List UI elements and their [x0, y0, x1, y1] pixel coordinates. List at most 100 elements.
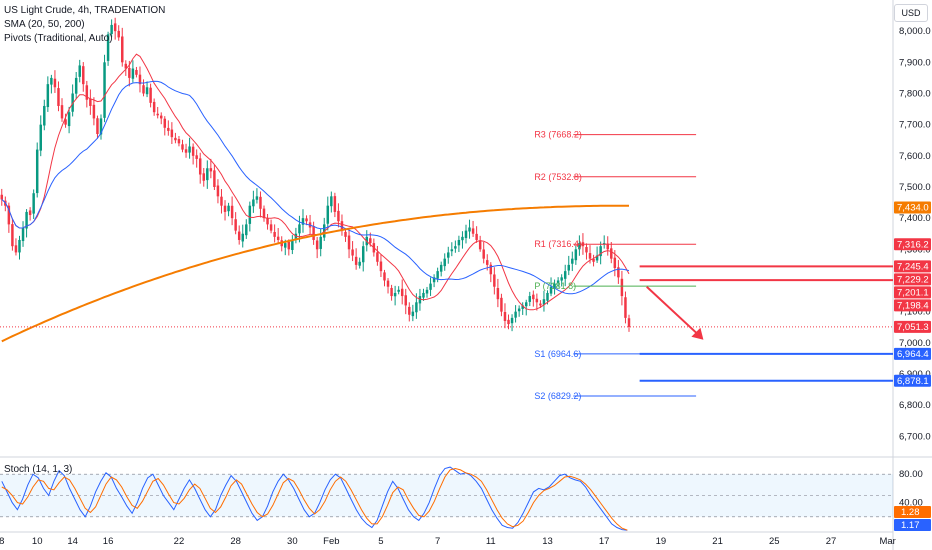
sma-50-line — [1, 80, 630, 295]
candle-body — [152, 101, 156, 113]
candle-body — [28, 210, 32, 216]
price-badge-label: 7,198.4 — [897, 300, 929, 311]
candle-body — [507, 319, 510, 325]
candle-body — [549, 286, 553, 294]
candle-body — [14, 245, 18, 253]
x-tick-label: 30 — [287, 536, 298, 547]
candle-body — [418, 296, 422, 304]
candle-body — [276, 236, 280, 240]
x-tick-label: Mar — [879, 536, 895, 547]
candle-body — [50, 77, 53, 85]
price-badge — [894, 320, 931, 333]
candle-body — [450, 249, 454, 252]
stochastic-indicator-label[interactable]: Stoch (14, 1, 3) — [4, 464, 73, 475]
candle-body — [170, 129, 174, 138]
candle-body — [269, 224, 273, 231]
candle-body — [103, 62, 106, 118]
candle-body — [379, 261, 383, 272]
y-tick-label: 6,700.0 — [899, 431, 931, 442]
candle-body — [330, 196, 333, 207]
chart-legend: US Light Crude, 4h, TRADENATION SMA (20,… — [4, 4, 165, 46]
sma-indicator-label[interactable]: SMA (20, 50, 200) — [4, 19, 85, 30]
y-tick-label: 7,100.0 — [899, 307, 931, 318]
pivots-indicator-label[interactable]: Pivots (Traditional, Auto) — [4, 33, 113, 44]
candle-body — [32, 193, 35, 214]
candle-body — [96, 118, 99, 135]
candle-body — [510, 317, 514, 324]
candle-body — [595, 255, 599, 261]
candle-body — [553, 283, 556, 289]
candle-body — [524, 302, 528, 307]
y-tick-label: 6,900.0 — [899, 369, 931, 380]
candle-body — [145, 87, 149, 95]
down-arrow-head — [691, 327, 704, 340]
price-badge-label: 7,434.0 — [897, 203, 929, 214]
candle-body — [376, 252, 379, 262]
candle-body — [390, 287, 393, 297]
candle-body — [574, 249, 578, 261]
candle-body — [206, 168, 209, 181]
candle-body — [415, 302, 418, 313]
candle-body — [493, 274, 496, 287]
candle-body — [354, 256, 358, 265]
candle-body — [284, 243, 287, 248]
x-tick-label: 21 — [712, 536, 723, 547]
candle-body — [106, 34, 110, 61]
y-tick-label: 7,900.0 — [899, 57, 931, 68]
stoch-d-badge-label: 1.28 — [901, 507, 920, 518]
y-tick-label: 7,700.0 — [899, 120, 931, 131]
candle-body — [514, 311, 517, 318]
candle-body — [78, 65, 81, 77]
candle-body — [85, 85, 89, 100]
candle-body — [202, 173, 206, 181]
stoch-k-badge — [894, 519, 931, 531]
candle-body — [567, 264, 570, 271]
candle-body — [478, 240, 482, 250]
pivot-label-r3: R3 (7668.2) — [534, 130, 582, 140]
candle-body — [599, 246, 602, 257]
sma-20-line — [1, 53, 630, 311]
candle-body — [404, 295, 407, 306]
candle-body — [500, 297, 503, 312]
candle-body — [67, 112, 71, 127]
price-badge-label: 6,964.4 — [897, 349, 929, 360]
candle-body — [340, 221, 344, 231]
candle-body — [535, 298, 539, 303]
x-tick-label: 11 — [486, 536, 496, 547]
candle-body — [358, 261, 361, 266]
currency-button[interactable]: USD — [894, 4, 928, 22]
candle-body — [92, 104, 96, 119]
candle-body — [482, 249, 485, 259]
candle-body — [361, 246, 365, 263]
candle-body — [301, 218, 305, 225]
candle-body — [99, 118, 103, 135]
candle-body — [461, 236, 464, 241]
candle-body — [471, 228, 475, 234]
x-tick-label: 10 — [32, 536, 43, 547]
pivot-label-r2: R2 (7532.8) — [534, 172, 582, 182]
candle-body — [255, 196, 259, 200]
candle-body — [344, 231, 347, 237]
candle-body — [560, 277, 563, 281]
candle-body — [46, 84, 50, 108]
candle-body — [610, 248, 613, 259]
candle-body — [305, 218, 308, 222]
pivot-label-r1: R1 (7316.4) — [534, 239, 582, 249]
candle-body — [167, 127, 170, 131]
candle-body — [571, 258, 574, 264]
candle-body — [337, 210, 340, 222]
candle-body — [351, 249, 354, 256]
y-tick-label: 7,500.0 — [899, 182, 931, 193]
candle-body — [223, 205, 227, 212]
candle-body — [245, 224, 248, 236]
candle-body — [489, 264, 493, 275]
candle-body — [542, 299, 546, 305]
candle-body — [60, 105, 64, 119]
candle-body — [393, 292, 397, 297]
x-tick-label: 5 — [378, 536, 383, 547]
candle-body — [195, 155, 198, 159]
price-badge — [894, 286, 931, 299]
x-tick-label: 17 — [599, 536, 610, 547]
